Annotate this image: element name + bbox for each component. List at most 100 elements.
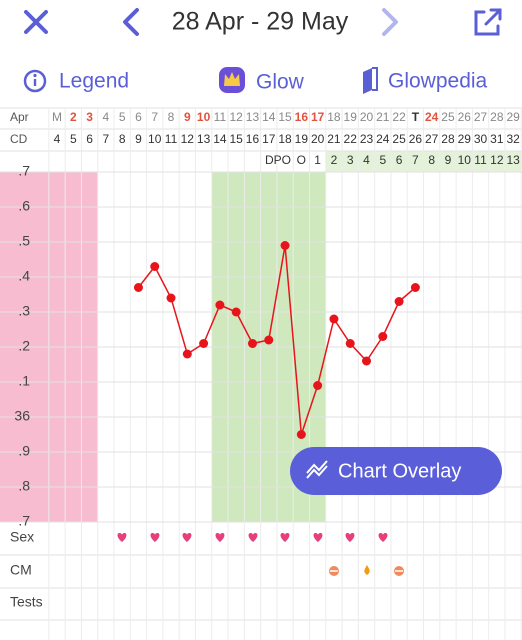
- y-tick-label: .7: [18, 513, 30, 529]
- y-tick-label: .4: [18, 268, 30, 284]
- sex-icons: [117, 533, 388, 542]
- grid: .7.6.5.4.3.2.136.9.8.7AprCDDPOM425364758…: [0, 107, 522, 640]
- y-tick-label: .7: [18, 163, 30, 179]
- dpo-day: 6: [396, 153, 403, 167]
- temperature-point: [410, 283, 420, 292]
- y-tick-label: .2: [18, 338, 30, 354]
- temperature-point: [166, 293, 176, 303]
- glowpedia-tab[interactable]: Glowpedia: [363, 67, 488, 94]
- y-tick-label: .6: [18, 198, 30, 214]
- dpo-day: 5: [379, 153, 386, 167]
- temperature-point: [329, 314, 339, 324]
- tab-label: Glowpedia: [388, 70, 488, 93]
- dpo-day: 13: [506, 153, 520, 167]
- cycle-day: 29: [458, 132, 472, 146]
- x-tick-label: 6: [135, 110, 142, 124]
- x-tick-label: 20: [360, 110, 374, 124]
- x-tick-label: 17: [311, 110, 325, 124]
- temperature-point: [199, 339, 209, 348]
- dpo-label: DPO: [265, 153, 291, 167]
- legend-tab[interactable]: Legend: [23, 70, 129, 93]
- cycle-day: 9: [135, 132, 142, 146]
- x-tick-label: 8: [168, 110, 175, 124]
- next-button[interactable]: [382, 8, 398, 36]
- close-button[interactable]: [24, 10, 48, 34]
- dpo-day: 1: [314, 153, 321, 167]
- cycle-day: 7: [103, 132, 110, 146]
- y-tick-label: .1: [18, 373, 30, 389]
- dpo-day: 10: [458, 153, 472, 167]
- temperature-point: [362, 356, 372, 366]
- button-label: Chart Overlay: [338, 460, 461, 482]
- cycle-day: 19: [295, 132, 309, 146]
- x-tick-label: 27: [474, 110, 488, 124]
- x-tick-label: 24: [425, 110, 439, 124]
- chart-overlay-button[interactable]: Chart Overlay: [290, 447, 502, 495]
- row-label: Sex: [10, 529, 34, 545]
- cycle-day: 8: [119, 132, 126, 146]
- cycle-day: 20: [311, 132, 325, 146]
- x-tick-label: 9: [184, 110, 191, 124]
- row-label: CM: [10, 562, 32, 578]
- share-button[interactable]: [474, 8, 502, 36]
- cycle-day: 11: [165, 132, 178, 146]
- prev-button[interactable]: [123, 8, 139, 36]
- marks: [133, 241, 420, 439]
- dpo-day: 2: [331, 153, 338, 167]
- y-tick-label: .9: [18, 443, 30, 459]
- temperature-point: [215, 300, 225, 310]
- temperature-point: [313, 381, 323, 390]
- y-tick-label: .8: [18, 478, 30, 494]
- x-tick-label: 29: [506, 110, 520, 124]
- temperature-point: [247, 339, 257, 348]
- x-tick-label: 10: [197, 110, 211, 124]
- cycle-day: 25: [392, 132, 406, 146]
- x-tick-label: 25: [441, 110, 455, 124]
- dpo-day: 3: [347, 153, 354, 167]
- dpo-day: 4: [363, 153, 370, 167]
- glow-tab[interactable]: Glow: [219, 67, 305, 94]
- x-tick-label: 19: [344, 110, 358, 124]
- cycle-day: 21: [327, 132, 341, 146]
- x-tick-label: 22: [392, 110, 406, 124]
- temperature-point: [133, 283, 143, 292]
- cycle-day: 31: [490, 132, 504, 146]
- x-tick-label: 15: [278, 110, 292, 124]
- temperature-point: [394, 297, 404, 306]
- temperature-point: [296, 430, 306, 439]
- y-tick-label: .5: [18, 233, 30, 249]
- tab-label: Legend: [59, 70, 129, 93]
- temperature-line: [137, 245, 416, 435]
- temperature-point: [150, 262, 160, 271]
- x-tick-label: 26: [458, 110, 472, 124]
- x-tick-label: T: [412, 110, 420, 124]
- cycle-day: 18: [278, 132, 292, 146]
- cycle-day: 27: [425, 132, 439, 146]
- y-tick-label: 36: [14, 408, 30, 424]
- cycle-day: 30: [474, 132, 488, 146]
- cycle-day: 10: [148, 132, 162, 146]
- temperature-point: [280, 241, 290, 250]
- dpo-day: 11: [474, 153, 487, 167]
- cycle-day: 13: [197, 132, 211, 146]
- cycle-day: 15: [230, 132, 244, 146]
- date-range: 28 Apr - 29 May: [172, 8, 349, 36]
- x-tick-label: 2: [70, 110, 77, 124]
- tab-label: Glow: [256, 71, 305, 94]
- cycle-day: 16: [246, 132, 260, 146]
- cycle-day: 23: [360, 132, 374, 146]
- cd-label: CD: [10, 132, 28, 146]
- cycle-day: 26: [409, 132, 423, 146]
- y-tick-label: .3: [18, 303, 30, 319]
- x-tick-label: 11: [214, 110, 227, 124]
- cycle-day: 24: [376, 132, 390, 146]
- x-tick-label: 5: [119, 110, 126, 124]
- temperature-point: [264, 335, 274, 345]
- x-tick-label: 16: [295, 110, 309, 124]
- month-label: Apr: [10, 110, 29, 124]
- dpo-day: O: [297, 153, 306, 167]
- cycle-day: 12: [181, 132, 195, 146]
- dpo-day: 9: [445, 153, 452, 167]
- x-tick-label: 18: [327, 110, 341, 124]
